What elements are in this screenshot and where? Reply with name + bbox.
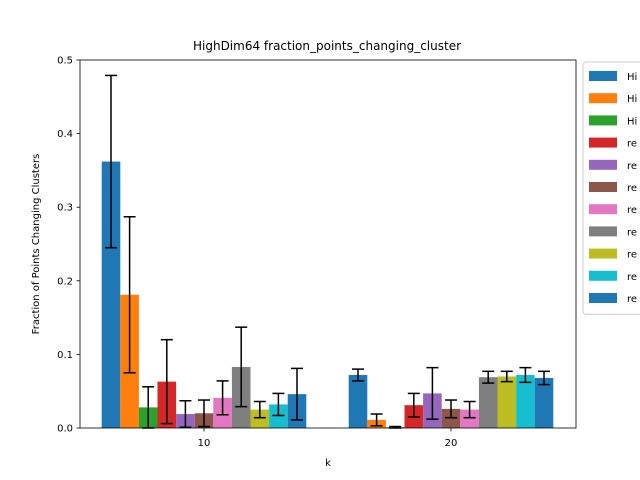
error-bar-s7-10 — [235, 326, 248, 408]
error-bar-s3-20 — [407, 392, 420, 418]
legend-swatch — [589, 293, 617, 303]
error-bar-s9-10 — [272, 392, 285, 417]
error-bar-s1-10 — [123, 216, 136, 374]
error-bar-s1-20 — [370, 413, 383, 427]
error-bar-s3-10 — [160, 338, 173, 425]
legend-swatch — [589, 226, 617, 237]
legend-item: re — [589, 182, 637, 194]
error-bar-s0-20 — [352, 368, 364, 382]
legend-label: re — [627, 183, 637, 194]
y-tick-label: 0.2 — [57, 276, 73, 287]
x-axis-label: k — [325, 458, 331, 469]
bar-s8-10 — [250, 409, 270, 428]
x-tick-label: 10 — [198, 438, 211, 449]
x-axis: 10 20 — [198, 428, 458, 449]
legend-swatch — [589, 115, 617, 126]
error-bar-s5-20 — [445, 399, 457, 419]
bars-layer — [101, 161, 554, 428]
legend-item: re — [589, 293, 637, 305]
legend-item: Hi — [589, 93, 637, 105]
x-tick-label: 20 — [445, 438, 458, 449]
legend-label: Hi — [627, 116, 637, 127]
legend-swatch — [589, 270, 617, 281]
legend-label: re — [627, 227, 637, 238]
bar-s0-20 — [348, 375, 368, 428]
bar-s6-20 — [460, 409, 479, 428]
legend-item: Hi — [589, 71, 637, 83]
legend-swatch — [589, 93, 617, 104]
y-tick-label: 0.4 — [57, 129, 73, 140]
legend-label: re — [627, 294, 637, 305]
legend-label: re — [627, 205, 637, 216]
error-bar-s7-20 — [482, 370, 495, 384]
error-bars-layer — [105, 74, 550, 429]
error-bar-s6-20 — [463, 400, 476, 419]
legend-item: re — [589, 159, 637, 172]
legend-label: re — [627, 161, 637, 172]
legend-swatch — [589, 159, 617, 170]
error-bar-s10-10 — [291, 367, 303, 421]
legend-label: re — [627, 272, 637, 283]
error-bar-s5-10 — [198, 399, 210, 428]
y-tick-label: 0.3 — [57, 203, 73, 214]
y-tick-label: 0.0 — [57, 424, 73, 435]
legend-item: re — [589, 248, 637, 261]
y-axis-label: Fraction of Points Changing Clusters — [31, 154, 42, 335]
legend-item: re — [589, 204, 637, 216]
chart-title: HighDim64 fraction_points_changing_clust… — [193, 39, 461, 53]
error-bar-s4-10 — [179, 400, 192, 429]
bar-s0-10 — [101, 161, 121, 428]
legend-swatch — [589, 71, 617, 81]
legend-label: Hi — [627, 72, 637, 83]
y-axis: 0.0 0.1 0.2 0.3 0.4 0.5 — [57, 56, 80, 435]
bar-s10-20 — [534, 377, 554, 428]
legend-label: re — [627, 250, 637, 261]
error-bar-s4-20 — [426, 366, 439, 420]
legend-label: Hi — [627, 94, 637, 105]
legend-label: re — [627, 139, 637, 150]
bar-s7-20 — [478, 377, 498, 428]
error-bar-s0-10 — [105, 74, 117, 249]
legend-swatch — [589, 137, 617, 148]
legend: Hi Hi Hi re re re re re re re re — [582, 61, 640, 315]
legend-item: re — [589, 270, 637, 283]
legend-item: Hi — [589, 115, 637, 127]
legend-item: re — [589, 226, 637, 238]
error-bar-s6-10 — [216, 380, 229, 416]
bar-s9-20 — [516, 375, 535, 428]
legend-swatch — [589, 204, 617, 215]
error-bar-s9-20 — [519, 366, 532, 384]
legend-swatch — [589, 182, 617, 192]
y-tick-label: 0.1 — [57, 350, 73, 361]
error-bar-s8-10 — [253, 400, 266, 419]
y-tick-label: 0.5 — [57, 56, 73, 67]
legend-item: re — [589, 137, 637, 150]
error-bar-s8-20 — [500, 370, 513, 383]
plot-frame — [79, 59, 577, 429]
bar-s8-20 — [497, 376, 517, 428]
error-bar-s10-20 — [538, 370, 550, 386]
legend-swatch — [589, 248, 617, 259]
